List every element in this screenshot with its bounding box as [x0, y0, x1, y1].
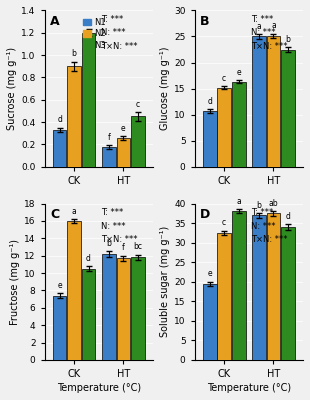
Text: C: C: [50, 208, 59, 221]
Text: c: c: [222, 218, 226, 227]
Text: T: ***
N: ***
T×N: ***: T: *** N: *** T×N: ***: [251, 208, 287, 244]
Bar: [281, 227, 295, 360]
Bar: [203, 111, 217, 167]
Text: c: c: [136, 100, 140, 108]
Bar: [53, 296, 67, 360]
Text: e: e: [121, 124, 126, 132]
Text: b: b: [286, 35, 290, 44]
Bar: [131, 116, 145, 167]
Bar: [203, 284, 217, 360]
Bar: [67, 66, 81, 167]
Bar: [53, 130, 67, 167]
Bar: [117, 258, 130, 360]
Y-axis label: Soluble sugar (mg g⁻¹): Soluble sugar (mg g⁻¹): [160, 226, 170, 337]
Bar: [217, 88, 231, 167]
Text: bc: bc: [133, 242, 142, 252]
X-axis label: Temperature (°C): Temperature (°C): [57, 383, 141, 393]
Text: d: d: [86, 254, 91, 263]
Text: a: a: [271, 22, 276, 30]
Bar: [232, 212, 246, 360]
Text: B: B: [200, 15, 210, 28]
Text: D: D: [200, 208, 210, 221]
Bar: [252, 36, 266, 167]
Text: T: ***
N: ***
T×N: ***: T: *** N: *** T×N: ***: [101, 208, 137, 244]
Bar: [82, 269, 95, 360]
Y-axis label: Fructose (mg g⁻¹): Fructose (mg g⁻¹): [10, 239, 20, 325]
Text: T: ***
N: ***
T×N: ***: T: *** N: *** T×N: ***: [101, 15, 137, 50]
Text: d: d: [286, 212, 290, 221]
Text: a: a: [236, 197, 241, 206]
Text: e: e: [57, 280, 62, 290]
Bar: [102, 254, 116, 360]
Bar: [131, 258, 145, 360]
Bar: [267, 214, 280, 360]
Text: a: a: [86, 17, 91, 26]
Text: e: e: [236, 68, 241, 77]
Text: f: f: [122, 243, 125, 252]
Bar: [102, 147, 116, 167]
Bar: [252, 215, 266, 360]
Bar: [232, 82, 246, 167]
Text: A: A: [50, 15, 60, 28]
Text: d: d: [57, 115, 62, 124]
Text: b: b: [72, 49, 77, 58]
Text: c: c: [222, 74, 226, 82]
Bar: [117, 138, 130, 167]
Text: b: b: [257, 200, 261, 210]
Text: T: ***
N: ***
T×N: ***: T: *** N: *** T×N: ***: [251, 15, 287, 50]
Y-axis label: Sucrose (mg g⁻¹): Sucrose (mg g⁻¹): [7, 47, 17, 130]
Bar: [267, 36, 280, 167]
Bar: [217, 233, 231, 360]
Text: a: a: [72, 207, 77, 216]
Bar: [281, 50, 295, 167]
Text: e: e: [207, 269, 212, 278]
Text: f: f: [108, 133, 110, 142]
Y-axis label: Glucose (mg g⁻¹): Glucose (mg g⁻¹): [160, 47, 170, 130]
Text: a: a: [257, 22, 261, 31]
Text: d: d: [207, 97, 212, 106]
Text: b: b: [107, 239, 111, 248]
Bar: [67, 221, 81, 360]
Text: ab: ab: [269, 199, 278, 208]
Legend: N1, N2, N3: N1, N2, N3: [81, 16, 108, 52]
X-axis label: Temperature (°C): Temperature (°C): [207, 383, 291, 393]
Bar: [82, 33, 95, 167]
